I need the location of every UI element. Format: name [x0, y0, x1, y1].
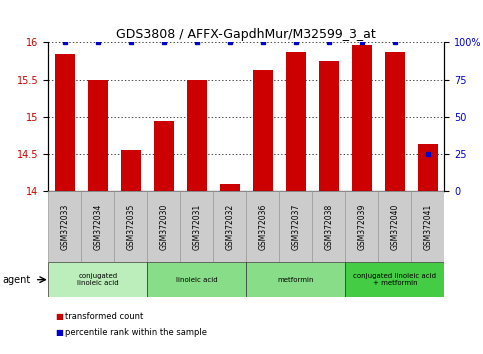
- Text: GSM372033: GSM372033: [60, 203, 69, 250]
- Bar: [187, 80, 207, 191]
- Bar: [246, 191, 279, 262]
- Bar: [147, 262, 246, 297]
- Bar: [345, 262, 444, 297]
- Bar: [81, 191, 114, 262]
- Bar: [345, 191, 378, 262]
- Bar: [352, 45, 372, 191]
- Text: GSM372031: GSM372031: [192, 204, 201, 250]
- Bar: [154, 121, 174, 191]
- Text: transformed count: transformed count: [65, 312, 143, 321]
- Text: GSM372040: GSM372040: [390, 203, 399, 250]
- Bar: [180, 191, 213, 262]
- Bar: [88, 80, 108, 191]
- Text: GSM372039: GSM372039: [357, 203, 366, 250]
- Bar: [213, 191, 246, 262]
- Text: conjugated linoleic acid
+ metformin: conjugated linoleic acid + metformin: [354, 273, 436, 286]
- Bar: [114, 191, 147, 262]
- Bar: [319, 61, 339, 191]
- Bar: [418, 144, 438, 191]
- Bar: [313, 191, 345, 262]
- Text: ■: ■: [56, 328, 63, 337]
- Bar: [48, 262, 147, 297]
- Text: GSM372038: GSM372038: [325, 204, 333, 250]
- Bar: [286, 52, 306, 191]
- Text: metformin: metformin: [278, 277, 314, 282]
- Text: GSM372036: GSM372036: [258, 203, 267, 250]
- Bar: [253, 70, 273, 191]
- Bar: [220, 184, 240, 191]
- Bar: [48, 191, 81, 262]
- Text: GSM372035: GSM372035: [127, 203, 135, 250]
- Bar: [147, 191, 180, 262]
- Bar: [412, 191, 444, 262]
- Text: linoleic acid: linoleic acid: [176, 277, 218, 282]
- Text: GSM372041: GSM372041: [424, 204, 432, 250]
- Text: ■: ■: [56, 312, 63, 321]
- Title: GDS3808 / AFFX-GapdhMur/M32599_3_at: GDS3808 / AFFX-GapdhMur/M32599_3_at: [116, 28, 376, 41]
- Bar: [378, 191, 412, 262]
- Text: GSM372034: GSM372034: [93, 203, 102, 250]
- Text: GSM372037: GSM372037: [291, 203, 300, 250]
- Bar: [385, 52, 405, 191]
- Text: conjugated
linoleic acid: conjugated linoleic acid: [77, 273, 119, 286]
- Text: GSM372030: GSM372030: [159, 203, 168, 250]
- Bar: [121, 149, 141, 191]
- Text: GSM372032: GSM372032: [226, 204, 234, 250]
- Bar: [246, 262, 345, 297]
- Text: agent: agent: [2, 275, 30, 285]
- Bar: [55, 54, 75, 191]
- Bar: [279, 191, 313, 262]
- Text: percentile rank within the sample: percentile rank within the sample: [65, 328, 207, 337]
